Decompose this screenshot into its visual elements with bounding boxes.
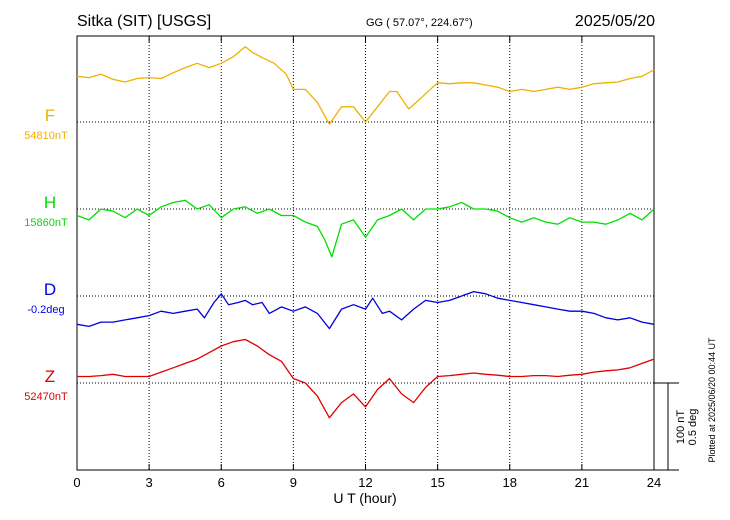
series-layer: F 54810nT H 15860nT D -0.2deg Z 52470nT [24, 46, 655, 419]
series-line-f [76, 46, 655, 125]
x-axis-label: U T (hour) [333, 490, 396, 506]
x-axis: 0 3 6 9 12 15 18 21 24 [73, 36, 661, 490]
series-baseline-h: 15860nT [24, 217, 68, 229]
grid [77, 36, 654, 470]
x-tick-label: 0 [73, 475, 80, 490]
x-tick-label: 12 [358, 475, 372, 490]
scale-bar-deg: 0.5 deg [687, 409, 699, 446]
x-tick-label: 18 [503, 475, 517, 490]
scale-bar-nt: 100 nT [675, 410, 687, 445]
x-tick-label: 15 [430, 475, 444, 490]
series-line-z [77, 338, 655, 419]
date-label: 2025/05/20 [575, 13, 655, 30]
series-line-h [76, 199, 655, 258]
station-title: Sitka (SIT) [USGS] [77, 13, 211, 30]
x-tick-label: 24 [647, 475, 661, 490]
x-tick-label: 9 [290, 475, 297, 490]
series-baseline-d: -0.2deg [27, 304, 64, 316]
x-tick-label: 3 [146, 475, 153, 490]
plotted-at-note: Plotted at 2025/06/20 00:44 UT [707, 337, 717, 463]
coords-label: GG ( 57.07°, 224.67°) [366, 17, 473, 29]
series-label-h: H [44, 193, 56, 212]
scale-bar: 100 nT 0.5 deg [654, 382, 699, 471]
x-tick-label: 21 [575, 475, 589, 490]
series-label-d: D [44, 280, 56, 299]
series-label-f: F [45, 106, 55, 125]
series-baseline-z: 52470nT [24, 391, 68, 403]
series-label-z: Z [45, 367, 55, 386]
x-tick-label: 6 [218, 475, 225, 490]
series-line-d [76, 290, 655, 330]
series-baseline-f: 54810nT [24, 130, 68, 142]
